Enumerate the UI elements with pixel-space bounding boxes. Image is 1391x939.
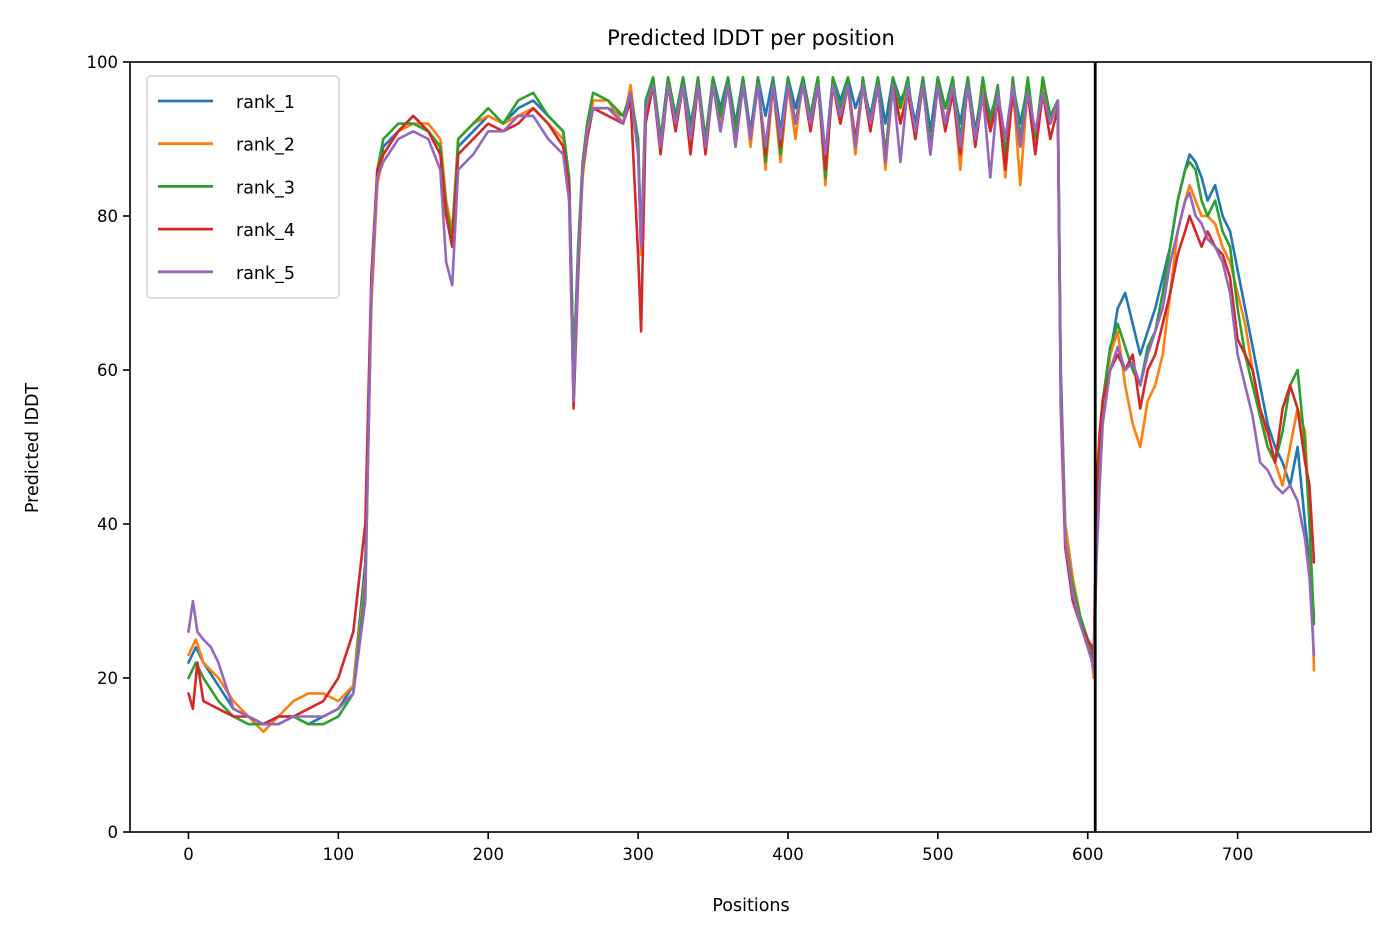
legend-label-rank_2: rank_2 bbox=[236, 136, 295, 156]
x-tick-label: 100 bbox=[323, 845, 355, 864]
plot-area bbox=[129, 61, 1372, 833]
x-tick-label: 0 bbox=[183, 845, 194, 864]
x-tick-label: 600 bbox=[1072, 845, 1104, 864]
x-axis: 0 100 200 300 400 500 600 700 bbox=[183, 832, 1253, 864]
x-tick-label: 200 bbox=[472, 845, 504, 864]
legend: rank_1 rank_2 rank_3 rank_4 rank_5 bbox=[146, 75, 340, 299]
legend-label-rank_5: rank_5 bbox=[236, 264, 295, 284]
y-tick-label: 100 bbox=[87, 53, 119, 72]
legend-label-rank_4: rank_4 bbox=[236, 221, 295, 241]
y-axis-label: Predicted lDDT bbox=[23, 383, 43, 514]
y-axis: 0 20 40 60 80 100 bbox=[87, 53, 130, 842]
series-line-rank_4 bbox=[187, 83, 1316, 726]
x-axis-label: Positions bbox=[712, 896, 789, 916]
series-line-rank_5 bbox=[187, 83, 1316, 726]
y-tick-label: 60 bbox=[97, 361, 118, 380]
axes-frame bbox=[129, 61, 1372, 833]
x-tick-label: 500 bbox=[922, 845, 954, 864]
y-tick-label: 40 bbox=[97, 515, 118, 534]
x-tick-label: 700 bbox=[1222, 845, 1254, 864]
x-tick-label: 400 bbox=[772, 845, 804, 864]
legend-box bbox=[146, 75, 340, 299]
chart-title: Predicted lDDT per position bbox=[607, 26, 895, 50]
y-tick-label: 0 bbox=[108, 823, 119, 842]
legend-label-rank_3: rank_3 bbox=[236, 178, 295, 198]
y-tick-label: 20 bbox=[97, 669, 118, 688]
legend-label-rank_1: rank_1 bbox=[236, 93, 295, 113]
x-tick-label: 300 bbox=[622, 845, 654, 864]
y-tick-label: 80 bbox=[97, 207, 118, 226]
